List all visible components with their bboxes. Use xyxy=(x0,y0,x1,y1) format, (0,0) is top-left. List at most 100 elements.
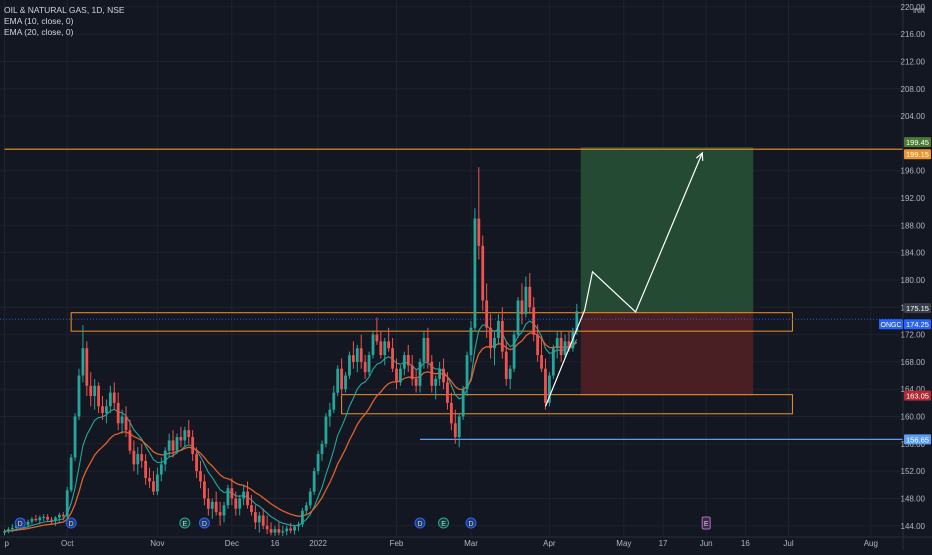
candle-body xyxy=(128,430,132,451)
candle-body xyxy=(120,416,124,424)
candle-body xyxy=(277,529,281,533)
price-tick-label: 168.00 xyxy=(901,358,926,367)
event-marker-label: D xyxy=(417,521,422,528)
candle-body xyxy=(269,529,273,533)
candle-body xyxy=(93,385,97,397)
candle-body xyxy=(418,361,422,386)
price-axis-panel[interactable] xyxy=(903,0,932,550)
dividend-marker-icon xyxy=(198,517,210,529)
candle-body xyxy=(500,320,504,352)
candle-body xyxy=(54,517,57,521)
price-tick-label: 212.00 xyxy=(901,57,926,66)
candle-body xyxy=(301,510,304,525)
candle-body xyxy=(285,528,289,532)
price-tag-text: 199.45 xyxy=(906,138,929,147)
price-labels: 199.45 199.15 175.15 174.25 ONGC 163.05 156.65 xyxy=(879,137,931,445)
time-tick-label: Feb xyxy=(390,539,404,548)
candle-body xyxy=(210,501,214,509)
candle-body xyxy=(332,392,336,410)
candle-body xyxy=(218,512,222,516)
candle-body xyxy=(375,334,379,342)
price-tick-label: 148.00 xyxy=(901,494,926,503)
candle-body xyxy=(551,348,555,376)
candle-body xyxy=(85,348,89,386)
candle-body xyxy=(144,460,148,478)
price-tick-label: 192.00 xyxy=(901,194,926,203)
candle-body xyxy=(238,498,242,509)
candle-body xyxy=(489,327,492,349)
support-zone xyxy=(341,394,793,415)
candle-body xyxy=(3,531,6,533)
indicator-ema-10[interactable]: EMA (10, close, 0) xyxy=(4,16,74,26)
time-axis: p Oct Nov Dec 16 2022 Feb Mar Apr May 17 Jun 16 Jul Au… xyxy=(0,536,932,548)
candle-body xyxy=(26,521,30,526)
earnings-marker-icon xyxy=(701,516,711,530)
candle-body xyxy=(528,286,532,308)
candle-body xyxy=(246,491,249,506)
price-tick-label: 196.00 xyxy=(901,167,926,176)
candle-body xyxy=(77,375,81,417)
candle-body xyxy=(261,515,265,526)
candle-body xyxy=(563,341,567,356)
candle-body xyxy=(42,516,46,518)
indicator-ema-20[interactable]: EMA (20, close, 0) xyxy=(4,27,74,37)
candle-body xyxy=(199,471,202,482)
candle-body xyxy=(159,464,163,475)
candle-body xyxy=(438,368,442,379)
candle-body xyxy=(281,531,285,533)
candles xyxy=(3,167,579,536)
candle-body xyxy=(449,402,453,424)
candle-body xyxy=(477,218,481,246)
time-tick-label: Aug xyxy=(864,539,878,548)
candle-body xyxy=(30,518,34,522)
candle-body xyxy=(69,457,73,491)
candle-body xyxy=(242,491,246,499)
earnings-marker-icon xyxy=(179,517,191,529)
price-tick-label: 160.00 xyxy=(901,413,926,422)
candle-body xyxy=(57,514,61,518)
candle-body xyxy=(253,512,257,523)
event-marker-label: E xyxy=(182,521,187,528)
price-tick-label: 184.00 xyxy=(901,249,926,258)
candle-body xyxy=(89,385,93,397)
candle-body xyxy=(324,416,328,444)
candle-body xyxy=(395,368,398,383)
candle-body xyxy=(108,392,112,407)
chart-legend: OIL & NATURAL GAS, 1D, NSE EMA (10, clos… xyxy=(4,5,125,38)
time-tick-label: 2022 xyxy=(309,539,327,548)
time-tick-label: Apr xyxy=(543,539,556,548)
price-tag-text: 163.05 xyxy=(906,392,929,401)
resistance-zone xyxy=(70,312,793,332)
candle-body xyxy=(34,518,38,521)
currency-label: INR xyxy=(913,8,925,15)
candle-body xyxy=(105,406,108,414)
candle-body xyxy=(426,337,430,362)
candle-body xyxy=(351,355,355,362)
candle-body xyxy=(297,524,300,527)
price-tag-box xyxy=(904,137,931,148)
candle-body xyxy=(265,525,269,530)
symbol-title[interactable]: OIL & NATURAL GAS, 1D, NSE xyxy=(4,5,125,15)
candle-body xyxy=(430,361,434,386)
candle-body xyxy=(136,454,140,465)
candle-body xyxy=(453,423,457,437)
candle-body xyxy=(289,528,293,531)
candle-body xyxy=(152,481,155,492)
candle-body xyxy=(559,337,563,356)
projection-arrowhead xyxy=(695,151,704,161)
price-tick-label: 208.00 xyxy=(901,85,926,94)
candle-body xyxy=(206,498,210,509)
candle-body xyxy=(508,368,512,379)
price-tick-label: 220.00 xyxy=(901,3,926,12)
price-tag-box xyxy=(904,149,931,160)
symbol-tag-text: ONGC xyxy=(881,322,902,329)
candle-body xyxy=(348,355,351,376)
candle-body xyxy=(544,368,547,403)
candle-body xyxy=(402,355,406,369)
candle-body xyxy=(391,348,394,369)
candle-body xyxy=(567,341,571,349)
